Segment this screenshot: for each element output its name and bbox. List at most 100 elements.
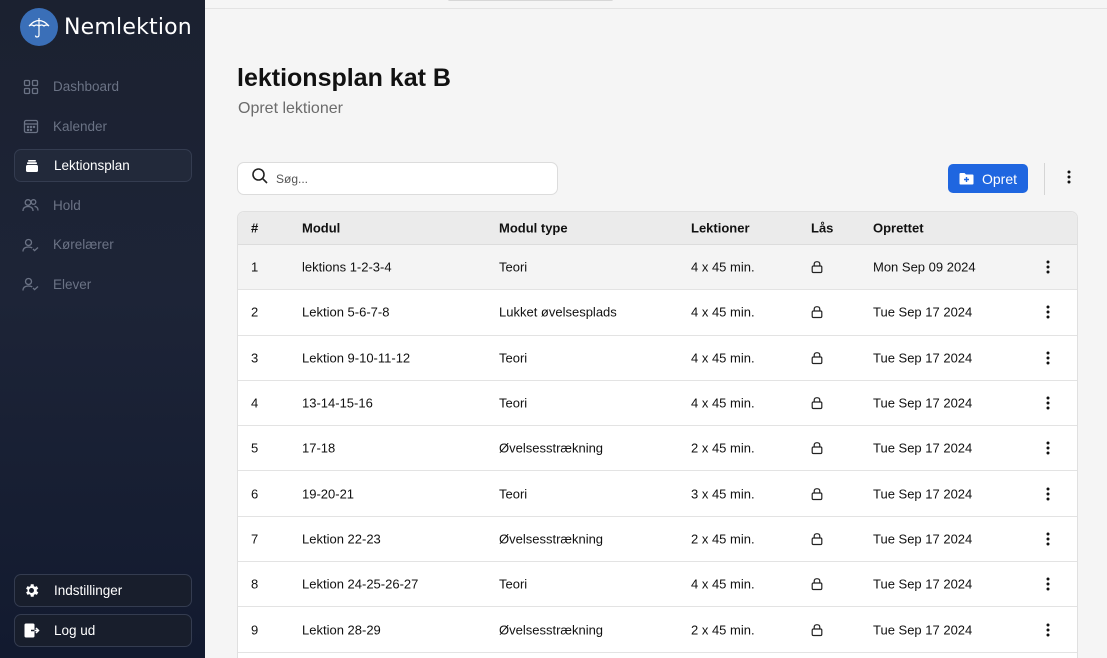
umbrella-logo-icon: [20, 8, 58, 46]
row-oprettet: Tue Sep 17 2024: [873, 440, 973, 456]
lock-icon[interactable]: [811, 442, 823, 455]
row-lektioner: 2 x 45 min.: [691, 531, 755, 547]
lock-icon[interactable]: [811, 351, 823, 364]
column-header-number[interactable]: #: [251, 220, 259, 236]
table-row[interactable]: 6 19-20-21 Teori 3 x 45 min. Tue Sep 17 2024: [238, 471, 1077, 517]
sidebar: Nemlektion Dashboard Kalender Lektionspl…: [0, 0, 205, 658]
more-options-icon[interactable]: [1046, 441, 1050, 455]
row-number: 2: [251, 304, 259, 320]
more-options-icon[interactable]: [1046, 305, 1050, 319]
row-number: 9: [251, 622, 259, 638]
more-options-icon[interactable]: [1046, 396, 1050, 410]
row-modul-type: Teori: [499, 486, 528, 502]
more-options-icon[interactable]: [1046, 487, 1050, 501]
more-options-icon[interactable]: [1046, 623, 1050, 637]
row-number: 4: [251, 395, 259, 411]
settings-label: Indstillinger: [54, 583, 123, 598]
lesson-plan-table: # Modul Modul type Lektioner Lås Oprette…: [237, 211, 1078, 658]
row-modul-type: Øvelsesstrækning: [499, 440, 604, 456]
sidebar-item-label: Kørelærer: [53, 237, 114, 252]
column-header-las[interactable]: Lås: [811, 220, 834, 236]
sidebar-item-hold[interactable]: Hold: [14, 189, 192, 222]
sidebar-item-elever[interactable]: Elever: [14, 268, 192, 301]
lock-icon[interactable]: [811, 623, 823, 636]
logout-label: Log ud: [54, 623, 96, 638]
row-modul-type: Teori: [499, 395, 528, 411]
table-row[interactable]: 9 Lektion 28-29 Øvelsesstrækning 2 x 45 min…: [238, 607, 1077, 653]
sidebar-item-korelaerer[interactable]: Kørelærer: [14, 228, 192, 261]
more-options-icon[interactable]: [1046, 532, 1050, 546]
sidebar-item-lektionsplan[interactable]: Lektionsplan: [14, 149, 192, 182]
more-options-icon[interactable]: [1046, 577, 1050, 591]
column-header-lektioner[interactable]: Lektioner: [691, 220, 750, 236]
column-header-modul[interactable]: Modul: [302, 220, 341, 236]
row-number: 1: [251, 259, 259, 275]
users-icon: [22, 197, 39, 214]
settings-button[interactable]: Indstillinger: [14, 574, 192, 607]
row-modul: Lektion 9-10-11-12: [302, 350, 411, 366]
row-lektioner: 2 x 45 min.: [691, 622, 755, 638]
create-button[interactable]: Opret: [948, 164, 1028, 193]
stack-icon: [23, 157, 40, 174]
search-icon: [251, 167, 269, 190]
row-modul: lektions 1-2-3-4: [302, 259, 392, 275]
table-row[interactable]: 3 Lektion 9-10-11-12 Teori 4 x 45 min. Tue S…: [238, 336, 1077, 381]
row-lektioner: 4 x 45 min.: [691, 304, 755, 320]
row-oprettet: Tue Sep 17 2024: [873, 350, 973, 366]
lock-icon[interactable]: [811, 397, 823, 410]
column-header-modul-type[interactable]: Modul type: [499, 220, 568, 236]
more-options-icon[interactable]: [1046, 351, 1050, 365]
row-oprettet: Tue Sep 17 2024: [873, 622, 973, 638]
logout-icon: [23, 622, 40, 639]
table-row[interactable]: 1 lektions 1-2-3-4 Teori 4 x 45 min. Mon Sep…: [238, 245, 1077, 291]
row-oprettet: Tue Sep 17 2024: [873, 576, 973, 592]
table-row[interactable]: 7 Lektion 22-23 Øvelsesstrækning 2 x 45 min…: [238, 517, 1077, 563]
more-options-icon[interactable]: [1046, 260, 1050, 274]
page-title: lektionsplan kat B: [237, 64, 451, 92]
table-body: 1 lektions 1-2-3-4 Teori 4 x 45 min. Mon Sep…: [238, 245, 1077, 653]
sidebar-item-kalender[interactable]: Kalender: [14, 110, 192, 143]
row-lektioner: 4 x 45 min.: [691, 259, 755, 275]
logout-button[interactable]: Log ud: [14, 614, 192, 647]
table-row[interactable]: 8 Lektion 24-25-26-27 Teori 4 x 45 min. Tue …: [238, 562, 1077, 608]
row-modul-type: Øvelsesstrækning: [499, 531, 604, 547]
row-modul-type: Teori: [499, 576, 528, 592]
row-lektioner: 4 x 45 min.: [691, 350, 755, 366]
sidebar-item-label: Kalender: [53, 118, 108, 134]
row-modul: Lektion 5-6-7-8: [302, 304, 390, 320]
folder-plus-icon: [959, 172, 974, 185]
grid-icon: [22, 78, 39, 95]
brand[interactable]: Nemlektion: [20, 8, 192, 46]
row-number: 3: [251, 350, 259, 366]
row-lektioner: 4 x 45 min.: [691, 395, 755, 411]
top-bar-handle: [448, 0, 613, 1]
sidebar-nav: Dashboard Kalender Lektionsplan Hold Kør…: [14, 70, 192, 307]
lock-icon[interactable]: [811, 306, 823, 319]
table-row[interactable]: 2 Lektion 5-6-7-8 Lukket øvelsesplads 4 x 4…: [238, 290, 1077, 336]
row-oprettet: Mon Sep 09 2024: [873, 259, 976, 275]
row-modul: 13-14-15-16: [302, 395, 373, 411]
search-box[interactable]: [237, 162, 558, 195]
table-header: # Modul Modul type Lektioner Lås Oprette…: [238, 212, 1077, 245]
create-button-label: Opret: [981, 170, 1017, 187]
row-lektioner: 4 x 45 min.: [691, 576, 755, 592]
top-bar: [205, 0, 1107, 9]
table-row[interactable]: 5 17-18 Øvelsesstrækning 2 x 45 min. Tue Sep…: [238, 426, 1077, 472]
row-modul: Lektion 24-25-26-27: [302, 576, 419, 592]
search-input[interactable]: [276, 171, 536, 186]
more-options-icon[interactable]: [1060, 168, 1078, 186]
lock-icon[interactable]: [811, 261, 823, 274]
row-number: 8: [251, 576, 259, 592]
column-header-oprettet[interactable]: Oprettet: [873, 220, 924, 236]
user-check-icon: [22, 236, 39, 253]
row-lektioner: 3 x 45 min.: [691, 486, 755, 502]
row-modul: Lektion 22-23: [302, 531, 381, 547]
lock-icon[interactable]: [811, 487, 823, 500]
row-oprettet: Tue Sep 17 2024: [873, 304, 973, 320]
lock-icon[interactable]: [811, 532, 823, 546]
row-oprettet: Tue Sep 17 2024: [873, 531, 973, 547]
sidebar-item-dashboard[interactable]: Dashboard: [14, 70, 192, 103]
row-oprettet: Tue Sep 17 2024: [873, 486, 973, 502]
lock-icon[interactable]: [811, 578, 823, 591]
table-row[interactable]: 4 13-14-15-16 Teori 4 x 45 min. Tue Sep 17 2…: [238, 381, 1077, 427]
